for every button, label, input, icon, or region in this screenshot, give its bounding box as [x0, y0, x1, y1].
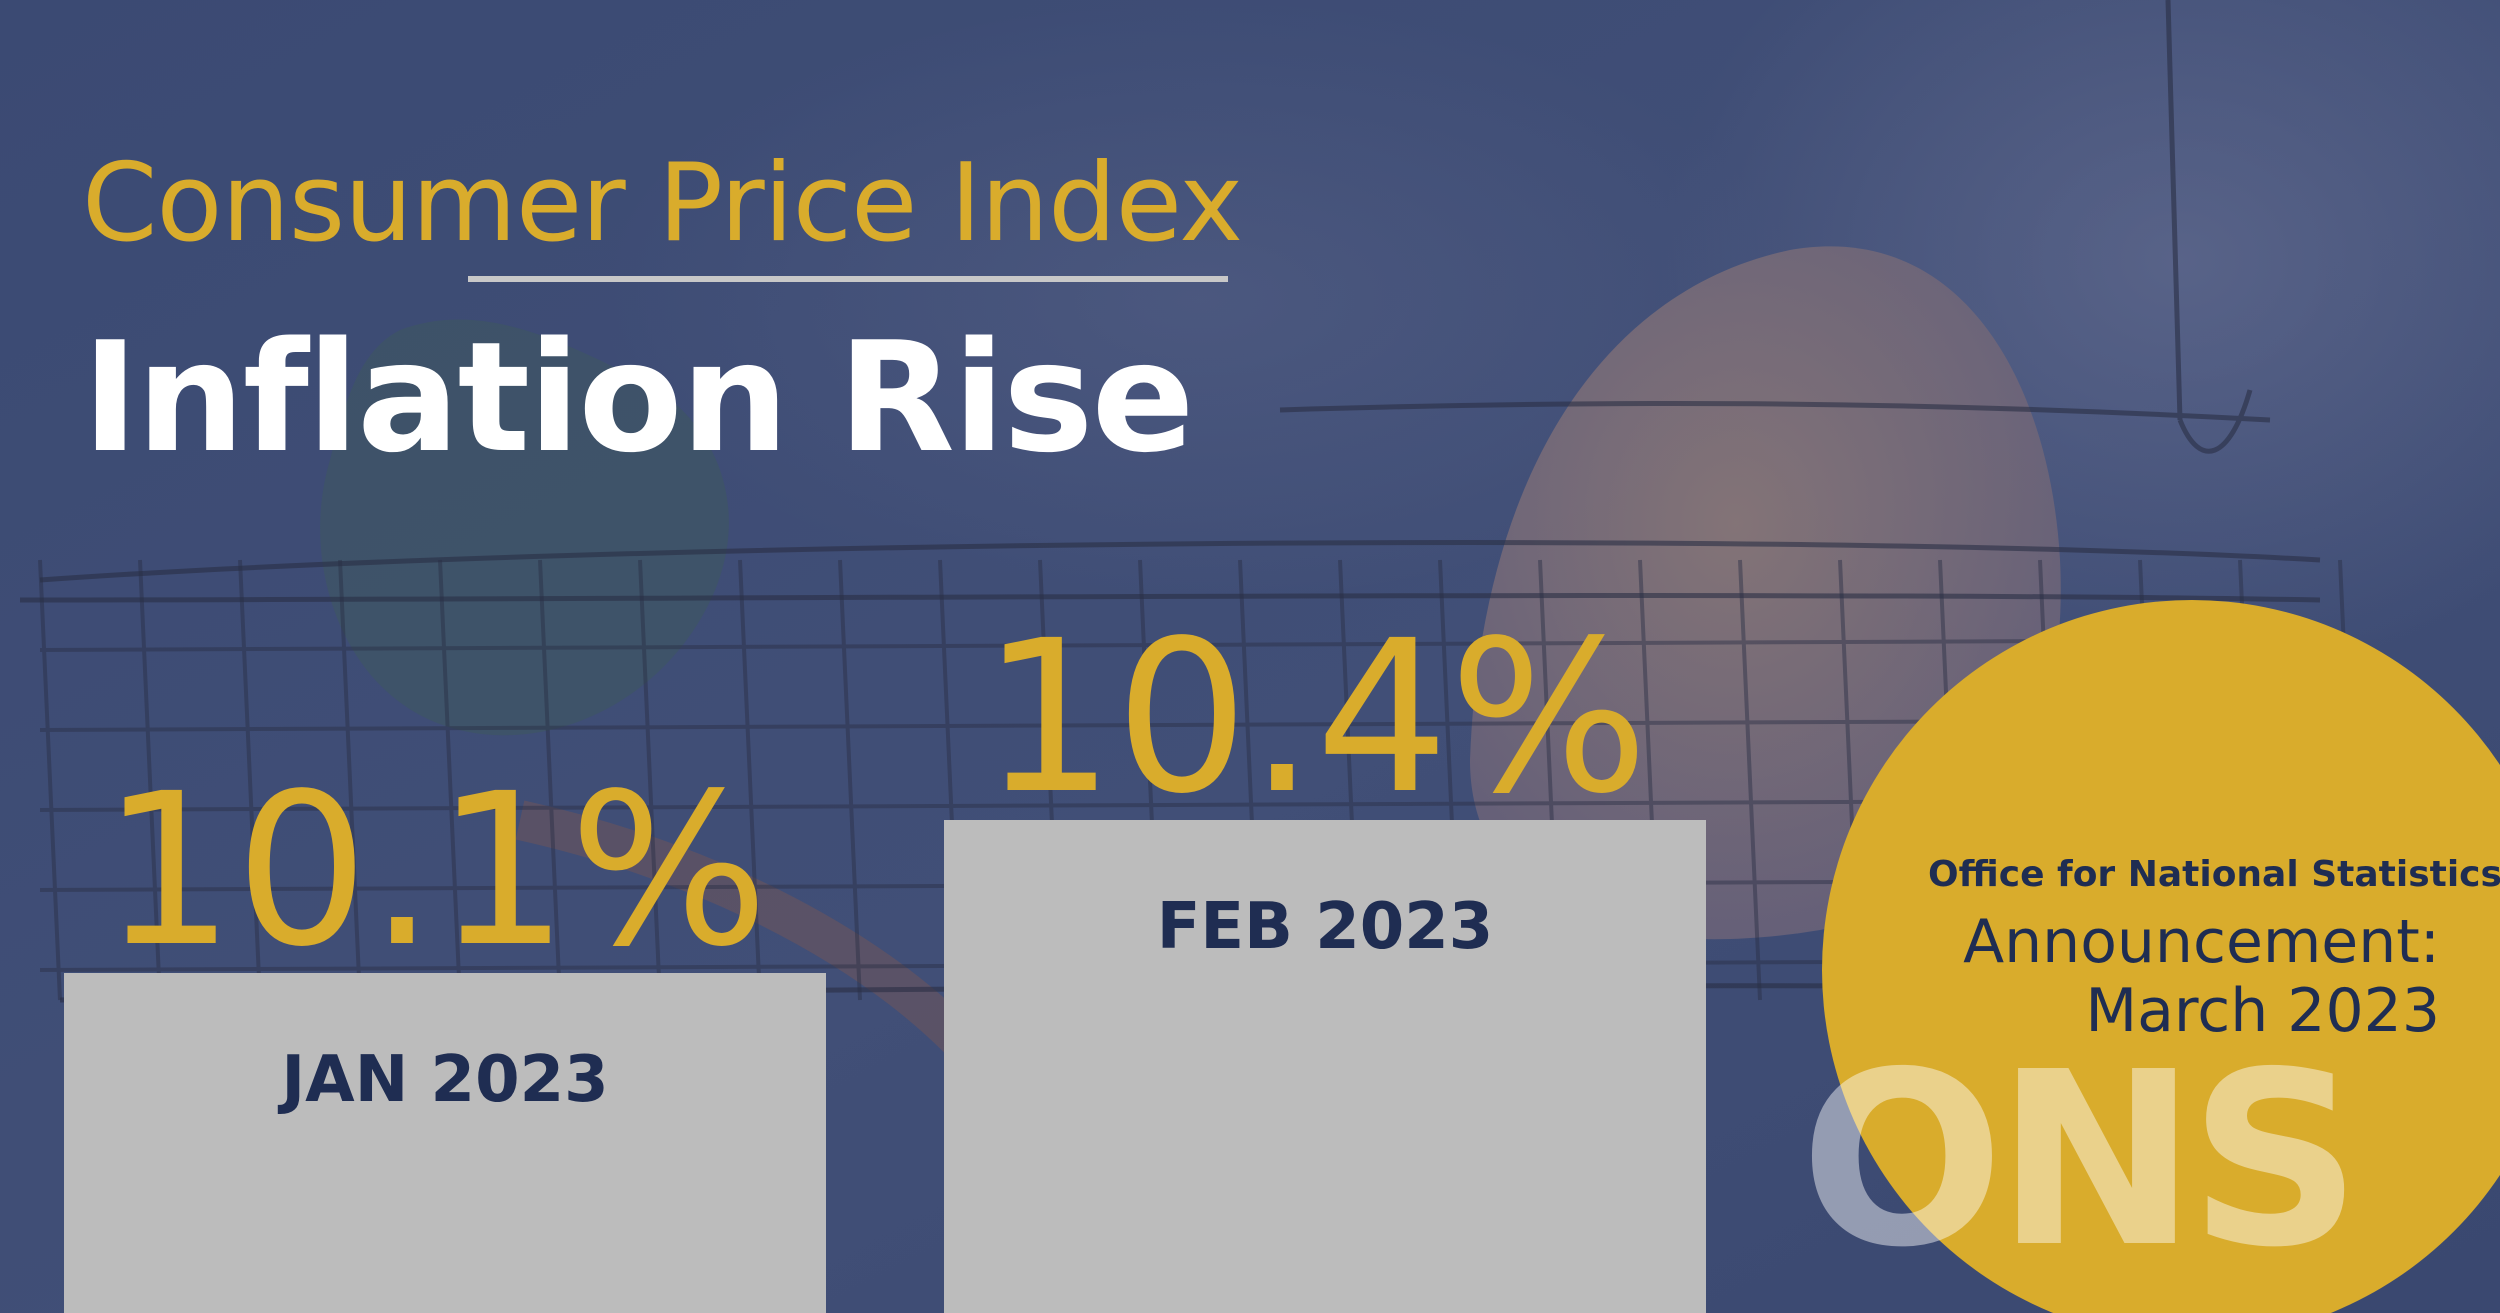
value-label-1: 10.1%	[101, 748, 768, 993]
value-label-2: 10.4%	[981, 595, 1648, 840]
bar-1	[64, 973, 826, 1313]
category-label-1: JAN 2023	[277, 1043, 608, 1117]
chart-subtitle: Consumer Price Index	[82, 141, 1243, 266]
badge-announcement: Announcement: March 2023	[1800, 908, 2440, 1046]
ons-badge	[1822, 600, 2500, 1313]
header: Consumer Price Index	[82, 141, 1243, 266]
chart-title: Inflation Rise	[82, 309, 1195, 486]
category-label-2: FEB 2023	[1157, 890, 1494, 964]
badge-announcement-line2: March 2023	[2085, 976, 2440, 1046]
bar-2	[944, 820, 1706, 1313]
badge-organization: Office for National Statistics	[1928, 854, 2500, 895]
title-divider	[468, 276, 1228, 282]
badge-announcement-line1: Announcement:	[1963, 907, 2440, 977]
ons-logo: ONS	[1800, 1020, 2362, 1300]
